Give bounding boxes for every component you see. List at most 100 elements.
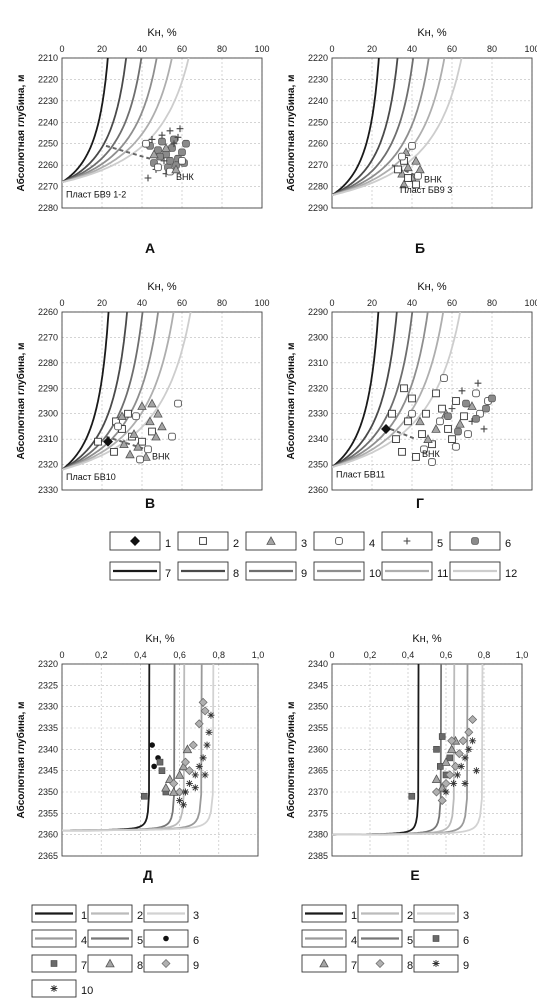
saturation-curve [332, 312, 462, 468]
x-axis-title: Kн, % [417, 27, 447, 39]
x-tick-label: 0 [329, 44, 334, 54]
data-point [404, 174, 412, 182]
data-point [438, 404, 446, 413]
legend-E: 1 2 3 4 5 6 7 8 9 [301, 904, 469, 973]
y-tick-label: 2365 [308, 766, 328, 776]
legend-label: 3 [301, 538, 307, 550]
data-point [132, 412, 140, 421]
legend-label: 8 [137, 960, 143, 972]
y-tick-label: 2340 [308, 659, 328, 669]
data-point [153, 408, 163, 418]
data-point [119, 439, 129, 449]
x-tick-label: 40 [137, 44, 147, 54]
legend-label: 7 [81, 960, 87, 972]
y-tick-label: 2320 [308, 383, 328, 393]
data-point [200, 706, 210, 716]
legend-label: 11 [437, 568, 448, 580]
y-tick-label: 2250 [308, 117, 328, 127]
plot-frame [331, 663, 523, 857]
data-point [482, 404, 490, 413]
legend-marker-sample [161, 959, 171, 968]
legend-label: 5 [137, 935, 143, 947]
chart-G: 0 20 40 60 80 100 2290 2300 2310 2320 2330 2340 2350… [285, 281, 537, 511]
data-point [408, 394, 416, 403]
data-point [412, 180, 420, 189]
data-point [488, 394, 496, 403]
owc-label: ВНК [152, 451, 171, 461]
data-point [464, 727, 474, 737]
saturation-curve [332, 58, 463, 196]
y-axis-title: Абсолютная глубина, м [285, 702, 297, 819]
legend-label: 2 [233, 538, 239, 550]
data-point [457, 762, 465, 770]
data-point [441, 778, 451, 788]
data-point [103, 436, 113, 447]
panel-letter: Е [410, 867, 419, 883]
legend-marker-sample [50, 960, 58, 967]
x-tick-label: 1,0 [252, 650, 265, 660]
x-tick-label: 0,8 [213, 650, 226, 660]
data-point [117, 411, 127, 421]
data-point [158, 137, 166, 146]
data-point [174, 770, 185, 779]
saturation-curve [62, 58, 128, 184]
legend-marker-sample [432, 935, 440, 942]
data-point [158, 767, 166, 774]
saturation-curve [62, 312, 128, 471]
data-point [454, 427, 462, 436]
data-point [468, 714, 478, 724]
data-point [149, 149, 159, 159]
data-point [182, 744, 193, 754]
data-point [440, 374, 448, 382]
data-point [433, 746, 440, 753]
x-tick-label: 1,0 [516, 650, 529, 660]
data-point [472, 767, 480, 775]
legend-label: 5 [437, 538, 443, 550]
chart-A: 0 20 40 60 80 100 2210 2220 2230 2240 2250 2260 2270… [15, 27, 270, 256]
data-point [381, 423, 391, 434]
legend-label: 4 [369, 538, 375, 550]
legend-marker-sample [471, 537, 479, 545]
plot-frame [331, 311, 533, 491]
data-point [432, 389, 440, 398]
data-point [469, 737, 477, 745]
data-point [175, 787, 185, 797]
legend-label: 2 [407, 910, 413, 922]
saturation-curve [332, 312, 445, 468]
data-point [398, 152, 406, 161]
y-tick-label: 2220 [38, 74, 58, 84]
data-point [125, 449, 135, 459]
x-tick-label: 0,6 [173, 650, 186, 660]
data-point [151, 763, 157, 770]
data-point [194, 719, 204, 729]
x-tick-label: 40 [407, 44, 417, 54]
legend-label: 8 [407, 960, 413, 972]
y-tick-label: 2260 [308, 139, 328, 149]
data-point [462, 399, 470, 408]
saturation-curve [62, 312, 192, 471]
data-point [450, 779, 458, 787]
data-point [199, 754, 207, 762]
data-point [436, 763, 444, 770]
x-axis-title: Kн, % [417, 281, 447, 293]
x-tick-label: 100 [524, 298, 537, 308]
saturation-curve [62, 58, 158, 184]
data-point [161, 143, 171, 152]
data-point [180, 801, 188, 809]
data-point [141, 792, 148, 800]
data-point [178, 157, 186, 165]
data-point [448, 405, 456, 413]
data-point [124, 409, 132, 418]
legend-marker-sample [335, 537, 343, 545]
data-point [165, 774, 175, 783]
legend-label: 9 [301, 568, 307, 580]
legend-marker-sample [50, 985, 58, 992]
y-axis-title: Абсолютная глубина, м [15, 75, 27, 192]
data-point [147, 398, 157, 408]
data-point [408, 142, 416, 150]
formation-label: Пласт БВ9 1-2 [66, 189, 126, 199]
data-point [444, 425, 452, 433]
data-point [154, 163, 162, 172]
data-point [188, 740, 198, 750]
data-point [453, 771, 461, 779]
